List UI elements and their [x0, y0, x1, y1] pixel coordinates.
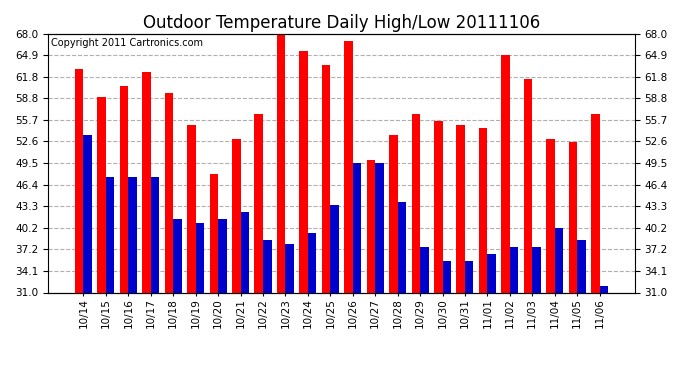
- Bar: [97, 97, 106, 292]
- Bar: [165, 93, 173, 292]
- Bar: [308, 233, 317, 292]
- Bar: [344, 41, 353, 292]
- Bar: [420, 247, 428, 292]
- Bar: [353, 163, 362, 292]
- Bar: [75, 69, 83, 292]
- Bar: [83, 135, 92, 292]
- Bar: [232, 139, 241, 292]
- Bar: [397, 202, 406, 292]
- Bar: [255, 114, 263, 292]
- Bar: [600, 285, 608, 292]
- Bar: [411, 114, 420, 292]
- Bar: [532, 247, 541, 292]
- Bar: [299, 51, 308, 292]
- Bar: [577, 240, 586, 292]
- Bar: [277, 34, 286, 292]
- Bar: [322, 65, 331, 292]
- Bar: [591, 114, 600, 292]
- Bar: [457, 124, 465, 292]
- Bar: [286, 243, 294, 292]
- Bar: [196, 223, 204, 292]
- Bar: [479, 128, 487, 292]
- Bar: [389, 135, 397, 292]
- Text: Copyright 2011 Cartronics.com: Copyright 2011 Cartronics.com: [51, 38, 204, 48]
- Bar: [524, 79, 532, 292]
- Bar: [120, 86, 128, 292]
- Bar: [263, 240, 272, 292]
- Bar: [128, 177, 137, 292]
- Bar: [331, 205, 339, 292]
- Bar: [555, 228, 563, 292]
- Bar: [442, 261, 451, 292]
- Bar: [375, 163, 384, 292]
- Bar: [187, 124, 196, 292]
- Bar: [106, 177, 115, 292]
- Bar: [173, 219, 181, 292]
- Bar: [241, 212, 249, 292]
- Bar: [502, 55, 510, 292]
- Bar: [142, 72, 151, 292]
- Bar: [465, 261, 473, 292]
- Bar: [151, 177, 159, 292]
- Bar: [366, 160, 375, 292]
- Title: Outdoor Temperature Daily High/Low 20111106: Outdoor Temperature Daily High/Low 20111…: [143, 14, 540, 32]
- Bar: [510, 247, 518, 292]
- Bar: [487, 254, 496, 292]
- Bar: [569, 142, 577, 292]
- Bar: [546, 139, 555, 292]
- Bar: [434, 121, 442, 292]
- Bar: [210, 174, 218, 292]
- Bar: [218, 219, 226, 292]
